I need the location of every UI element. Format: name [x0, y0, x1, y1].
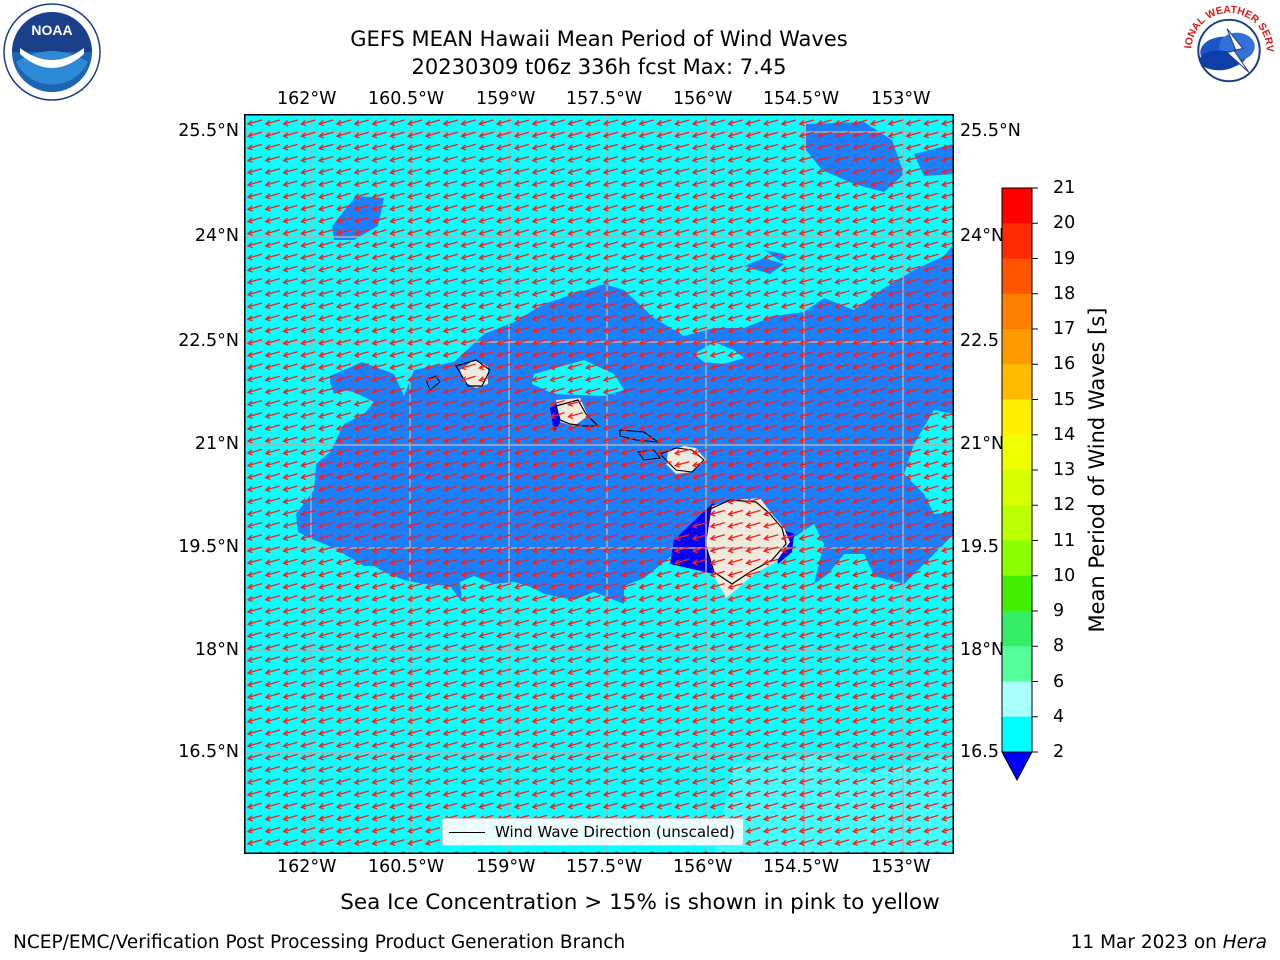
colorbar-segment: [1002, 293, 1032, 330]
colorbar-segment: [1002, 575, 1032, 612]
footer-date-text: 11 Mar 2023 on: [1070, 932, 1223, 953]
lon-tick-bottom: 156°W: [673, 857, 733, 877]
wind-direction-arrows: [246, 119, 954, 854]
colorbar-segment: [1002, 716, 1032, 753]
map-legend: Wind Wave Direction (unscaled): [442, 818, 744, 846]
footer-branch: NCEP/EMC/Verification Post Processing Pr…: [13, 932, 626, 953]
lon-tick-top: 162°W: [277, 89, 337, 109]
lat-tick-left: 16.5°N: [178, 742, 239, 762]
colorbar-segment: [1002, 681, 1032, 718]
map-title: GEFS MEAN Hawaii Mean Period of Wind Wav…: [350, 27, 848, 51]
sea-ice-note: Sea Ice Concentration > 15% is shown in …: [340, 890, 940, 915]
lon-tick-bottom: 157.5°W: [566, 857, 643, 877]
colorbar-tick-label: 9: [1053, 601, 1065, 621]
lon-tick-top: 154.5°W: [763, 89, 840, 109]
lat-tick-right: 18°N: [960, 640, 1005, 660]
lat-tick-right: 21°N: [960, 434, 1005, 454]
colorbar-segment: [1002, 470, 1032, 506]
colorbar-segment: [1002, 364, 1032, 400]
colorbar-tick-label: 15: [1053, 389, 1076, 410]
lon-tick-top: 159°W: [476, 89, 536, 109]
colorbar-tick-label: 16: [1053, 354, 1076, 375]
lon-tick-bottom: 160.5°W: [368, 857, 445, 877]
footer-date: 11 Mar 2023 on Hera: [1071, 932, 1267, 953]
colorbar-tick-label: 19: [1053, 248, 1076, 269]
colorbar-tick-label: 6: [1053, 671, 1065, 692]
lat-tick-right: 25.5°N: [960, 121, 1021, 141]
map-subtitle: 20230309 t06z 336h fcst Max: 7.45: [411, 55, 787, 79]
colorbar-segment: [1002, 434, 1032, 471]
lat-tick-left: 25.5°N: [178, 121, 239, 141]
lon-tick-bottom: 153°W: [871, 857, 931, 877]
colorbar-tick-label: 20: [1053, 213, 1076, 234]
colorbar-tick-label: 13: [1053, 460, 1076, 480]
lon-tick-bottom: 154.5°W: [763, 857, 840, 877]
legend-label: Wind Wave Direction (unscaled): [495, 823, 735, 841]
lat-tick-left: 24°N: [194, 226, 239, 246]
colorbar-tick-label: 18: [1053, 283, 1076, 304]
map-panel: [244, 114, 954, 854]
colorbar-extend-triangle: [1001, 751, 1033, 782]
lon-tick-top: 157.5°W: [566, 89, 643, 109]
colorbar-tick-label: 2: [1053, 742, 1065, 762]
lat-tick-right: 16.5: [960, 742, 999, 762]
lon-tick-bottom: 162°W: [277, 857, 337, 877]
colorbar-segment: [1002, 611, 1032, 647]
lat-tick-right: 24°N: [960, 226, 1005, 246]
colorbar-tick-label: 10: [1053, 565, 1076, 586]
colorbar-tick-label: 4: [1053, 706, 1065, 727]
colorbar-tick-label: 14: [1053, 424, 1076, 445]
colorbar-tick-label: 21: [1053, 178, 1076, 198]
lon-tick-top: 160.5°W: [368, 89, 445, 109]
map-frame: [244, 114, 954, 854]
lat-tick-right: 19.5: [960, 537, 999, 557]
footer-host: Hera: [1222, 932, 1267, 953]
lat-tick-left: 19.5°N: [178, 537, 239, 557]
lat-tick-right: 22.5: [960, 331, 999, 351]
lon-tick-bottom: 159°W: [476, 857, 536, 877]
lat-tick-left: 21°N: [194, 434, 239, 454]
colorbar-segment: [1002, 223, 1032, 259]
colorbar-tick-label: 17: [1053, 319, 1076, 339]
colorbar-segment: [1002, 188, 1032, 224]
legend-line-icon: [449, 831, 485, 833]
svg-text:NOAA: NOAA: [31, 22, 72, 38]
lon-tick-top: 153°W: [871, 89, 931, 109]
colorbar-segment: [1002, 399, 1032, 436]
colorbar: [1001, 187, 1038, 782]
colorbar-tick-label: 8: [1053, 636, 1065, 657]
colorbar-segment: [1002, 329, 1032, 365]
colorbar-segment: [1002, 540, 1032, 577]
colorbar-segment: [1002, 258, 1032, 295]
lat-tick-left: 18°N: [194, 640, 239, 660]
colorbar-segment: [1002, 505, 1032, 541]
lon-tick-top: 156°W: [673, 89, 733, 109]
colorbar-tick-label: 11: [1053, 530, 1076, 551]
noaa-logo: NOAA: [3, 3, 101, 101]
colorbar-tick-label: 12: [1053, 495, 1076, 516]
nws-logo: NATIONAL WEATHER SERVICE: [1178, 1, 1276, 98]
lat-tick-left: 22.5°N: [178, 331, 239, 351]
wind-arrow-field: [246, 119, 954, 854]
colorbar-segment: [1002, 646, 1032, 682]
